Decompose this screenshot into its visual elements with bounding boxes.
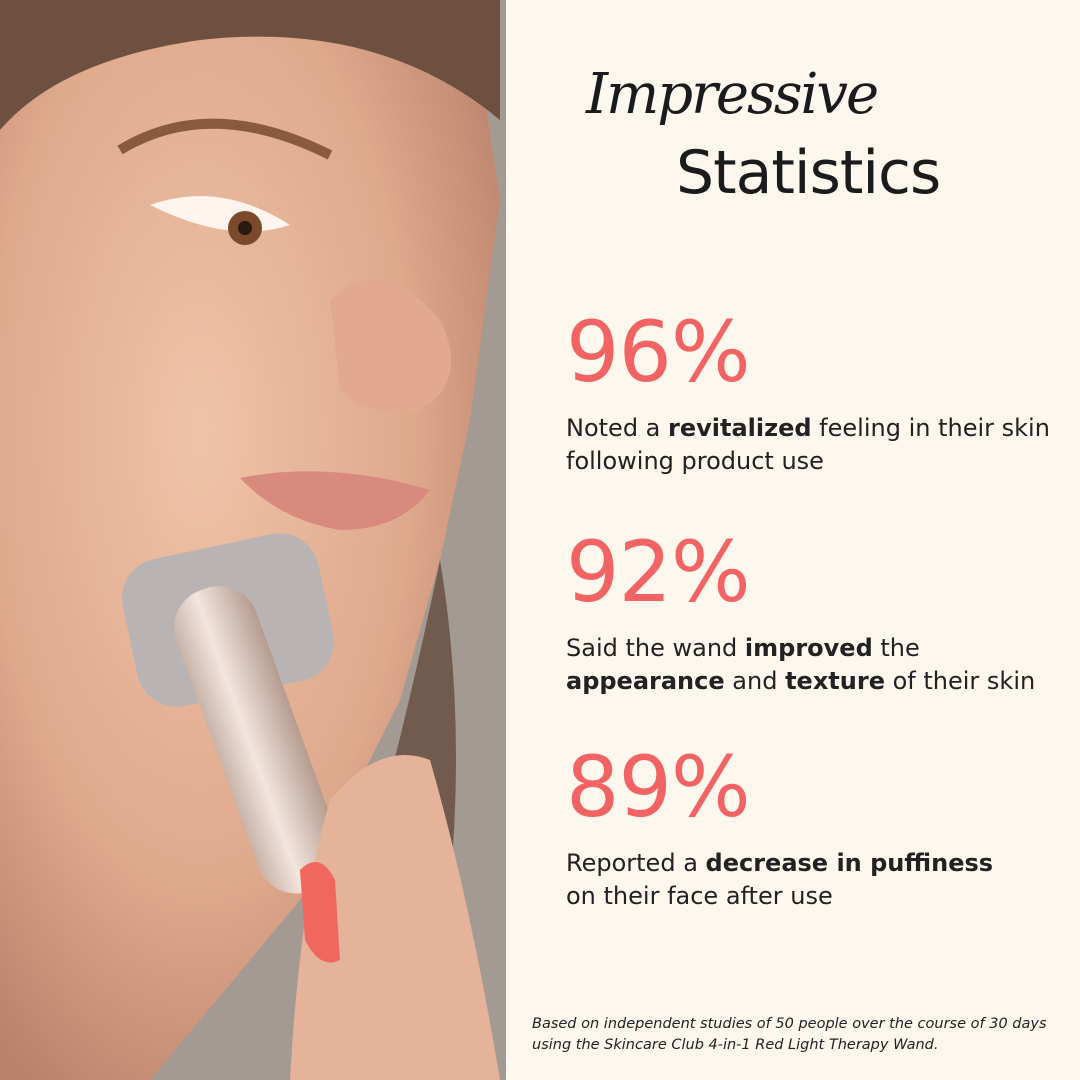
stat-description: Said the wand improved the appearance an…: [566, 634, 1036, 695]
woman-with-wand-illustration: [0, 0, 506, 1080]
statistics-panel: Impressive Statistics 96% Noted a revita…: [506, 0, 1080, 1080]
stat-value: 89%: [566, 738, 751, 836]
stat-item: 92% Said the wand improved the appearanc…: [566, 530, 1066, 698]
stat-value: 92%: [566, 523, 751, 621]
page-title: Statistics: [676, 138, 941, 208]
stat-description: Reported a decrease in puffiness on thei…: [566, 849, 994, 910]
stat-item: 89% Reported a decrease in puffiness on …: [566, 745, 1026, 913]
heading-script: Impressive: [586, 62, 879, 127]
stat-description: Noted a revitalized feeling in their ski…: [566, 414, 1050, 475]
stat-value: 96%: [566, 303, 751, 401]
product-photo: [0, 0, 506, 1080]
stat-item: 96% Noted a revitalized feeling in their…: [566, 310, 1080, 478]
footnote: Based on independent studies of 50 peopl…: [532, 1016, 1047, 1053]
